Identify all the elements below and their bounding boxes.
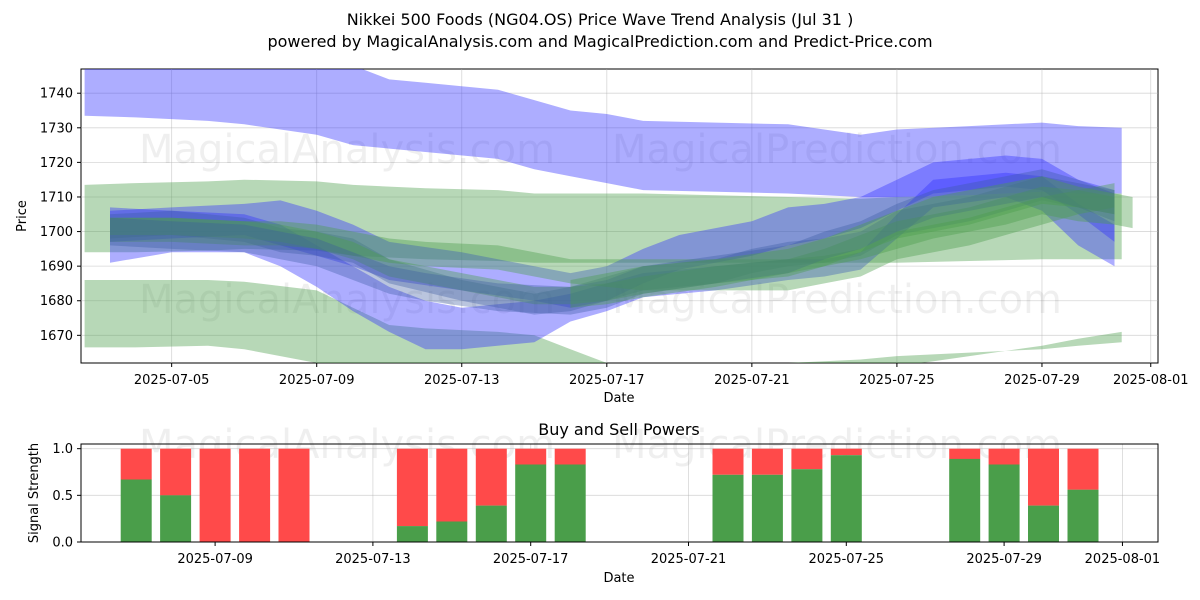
price-band-4 (110, 155, 1115, 308)
power-y-ticks: 0.0 0.5 1.0 (52, 442, 81, 551)
price-x-tick-label: 2025-07-09 (279, 373, 355, 388)
sell-bar-2025-07-30 (1028, 448, 1059, 506)
buy-bar-2025-07-29 (988, 464, 1020, 542)
power-x-tick-label: 2025-07-29 (966, 552, 1042, 567)
buy-bar-2025-07-23 (751, 474, 783, 542)
price-bands (84, 69, 1133, 363)
sell-bar-2025-07-08 (160, 448, 192, 496)
power-x-ticks: 2025-07-09 2025-07-13 2025-07-17 2025-07-21… (177, 542, 1160, 567)
sell-bar-2025-07-15 (436, 448, 468, 522)
sell-bar-2025-07-29 (988, 448, 1020, 465)
buy-bar-2025-07-07 (120, 479, 152, 542)
price-y-tick-label: 1730 (40, 121, 73, 136)
price-watermarks: MagicalAnalysis.com MagicalPrediction.co… (139, 127, 1062, 323)
watermark-magical-prediction-2: MagicalPrediction.com (612, 277, 1062, 323)
sell-bar-2025-07-25 (830, 448, 862, 456)
price-band-10 (570, 176, 1133, 308)
power-plot-frame (80, 443, 1159, 543)
sell-bar-2025-07-31 (1067, 448, 1099, 490)
buy-bar-2025-07-16 (475, 505, 507, 542)
power-x-tick-label: 2025-07-17 (493, 552, 569, 567)
buy-bar-2025-07-17 (515, 464, 547, 542)
sell-bar-2025-07-09 (199, 448, 231, 542)
power-y-tick-label: 0.0 (52, 536, 73, 551)
price-band-1 (84, 69, 1122, 197)
price-x-tick-label: 2025-07-25 (859, 373, 935, 388)
buy-bar-2025-07-08 (160, 495, 192, 542)
price-y-tick-label: 1720 (40, 156, 73, 171)
price-y-axis-label: Price (15, 200, 30, 232)
sell-bar-2025-07-18 (554, 448, 586, 465)
sell-bar-2025-07-24 (791, 448, 823, 470)
price-plot: MagicalAnalysis.com MagicalPrediction.co… (15, 68, 1189, 406)
power-y-axis-label: Signal Strength (27, 443, 42, 543)
power-chart-title: Buy and Sell Powers (538, 420, 700, 439)
buy-bar-2025-07-24 (791, 469, 823, 542)
buy-bar-2025-07-30 (1028, 505, 1059, 542)
main-chart-subtitle: powered by MagicalAnalysis.com and Magic… (267, 32, 932, 51)
watermark-magical-prediction: MagicalPrediction.com (612, 127, 1062, 173)
watermark-magical-analysis-2: MagicalAnalysis.com (139, 277, 555, 323)
price-x-tick-label: 2025-07-13 (424, 373, 500, 388)
power-plot: Buy and Sell Powers MagicalAnalysis.com … (27, 420, 1160, 586)
sell-bar-2025-07-07 (120, 448, 152, 480)
sell-bar-2025-07-22 (712, 448, 744, 475)
price-y-tick-label: 1740 (40, 87, 73, 102)
price-band-6 (110, 176, 1115, 315)
price-x-tick-label: 2025-07-17 (569, 373, 645, 388)
price-band-8 (110, 183, 1115, 291)
price-x-ticks: 2025-07-05 2025-07-09 2025-07-13 2025-07-17… (134, 363, 1189, 388)
price-x-tick-label: 2025-07-29 (1004, 373, 1080, 388)
power-x-tick-label: 2025-07-25 (809, 552, 885, 567)
price-x-tick-label: 2025-08-01 (1113, 373, 1189, 388)
power-y-tick-label: 1.0 (52, 442, 73, 457)
price-x-axis-label: Date (603, 391, 634, 406)
price-y-tick-label: 1670 (40, 329, 73, 344)
power-x-tick-label: 2025-08-01 (1085, 552, 1161, 567)
power-x-axis-label: Date (603, 571, 634, 586)
price-grid (81, 69, 1158, 363)
price-y-ticks: 1670 1680 1690 1700 1710 1720 1730 1740 (40, 87, 81, 344)
power-y-tick-label: 0.5 (52, 489, 73, 504)
sell-bar-2025-07-17 (515, 448, 547, 465)
buy-bar-2025-07-15 (436, 521, 468, 542)
buy-bar-2025-07-25 (830, 455, 862, 542)
buy-bar-2025-07-14 (396, 526, 428, 542)
price-band-9 (110, 169, 1115, 315)
price-y-tick-label: 1690 (40, 260, 73, 275)
sell-bar-2025-07-23 (751, 448, 783, 475)
price-y-tick-label: 1680 (40, 294, 73, 309)
price-plot-frame (80, 68, 1159, 364)
buy-bar-2025-07-18 (554, 464, 586, 542)
sell-bar-2025-07-28 (949, 448, 981, 459)
watermark-magical-analysis: MagicalAnalysis.com (139, 127, 555, 173)
buy-bar-2025-07-31 (1067, 489, 1099, 542)
sell-bar-2025-07-11 (278, 448, 310, 542)
buy-bar-2025-07-22 (712, 474, 744, 542)
price-y-tick-label: 1700 (40, 225, 73, 240)
power-x-tick-label: 2025-07-21 (651, 552, 727, 567)
power-x-tick-label: 2025-07-13 (335, 552, 411, 567)
price-band-3 (84, 280, 1122, 363)
price-band-2 (84, 179, 1122, 263)
power-x-tick-label: 2025-07-09 (177, 552, 253, 567)
sell-bar-2025-07-10 (239, 448, 271, 542)
price-x-tick-label: 2025-07-05 (134, 373, 210, 388)
price-band-5 (110, 172, 1115, 350)
main-chart-title: Nikkei 500 Foods (NG04.OS) Price Wave Tr… (347, 10, 854, 29)
price-x-tick-label: 2025-07-21 (714, 373, 790, 388)
power-bars (120, 448, 1099, 542)
sell-bar-2025-07-16 (475, 448, 507, 506)
sell-bar-2025-07-14 (396, 448, 428, 527)
price-y-tick-label: 1710 (40, 190, 73, 205)
price-band-7 (110, 186, 1115, 305)
buy-bar-2025-07-28 (949, 458, 981, 542)
